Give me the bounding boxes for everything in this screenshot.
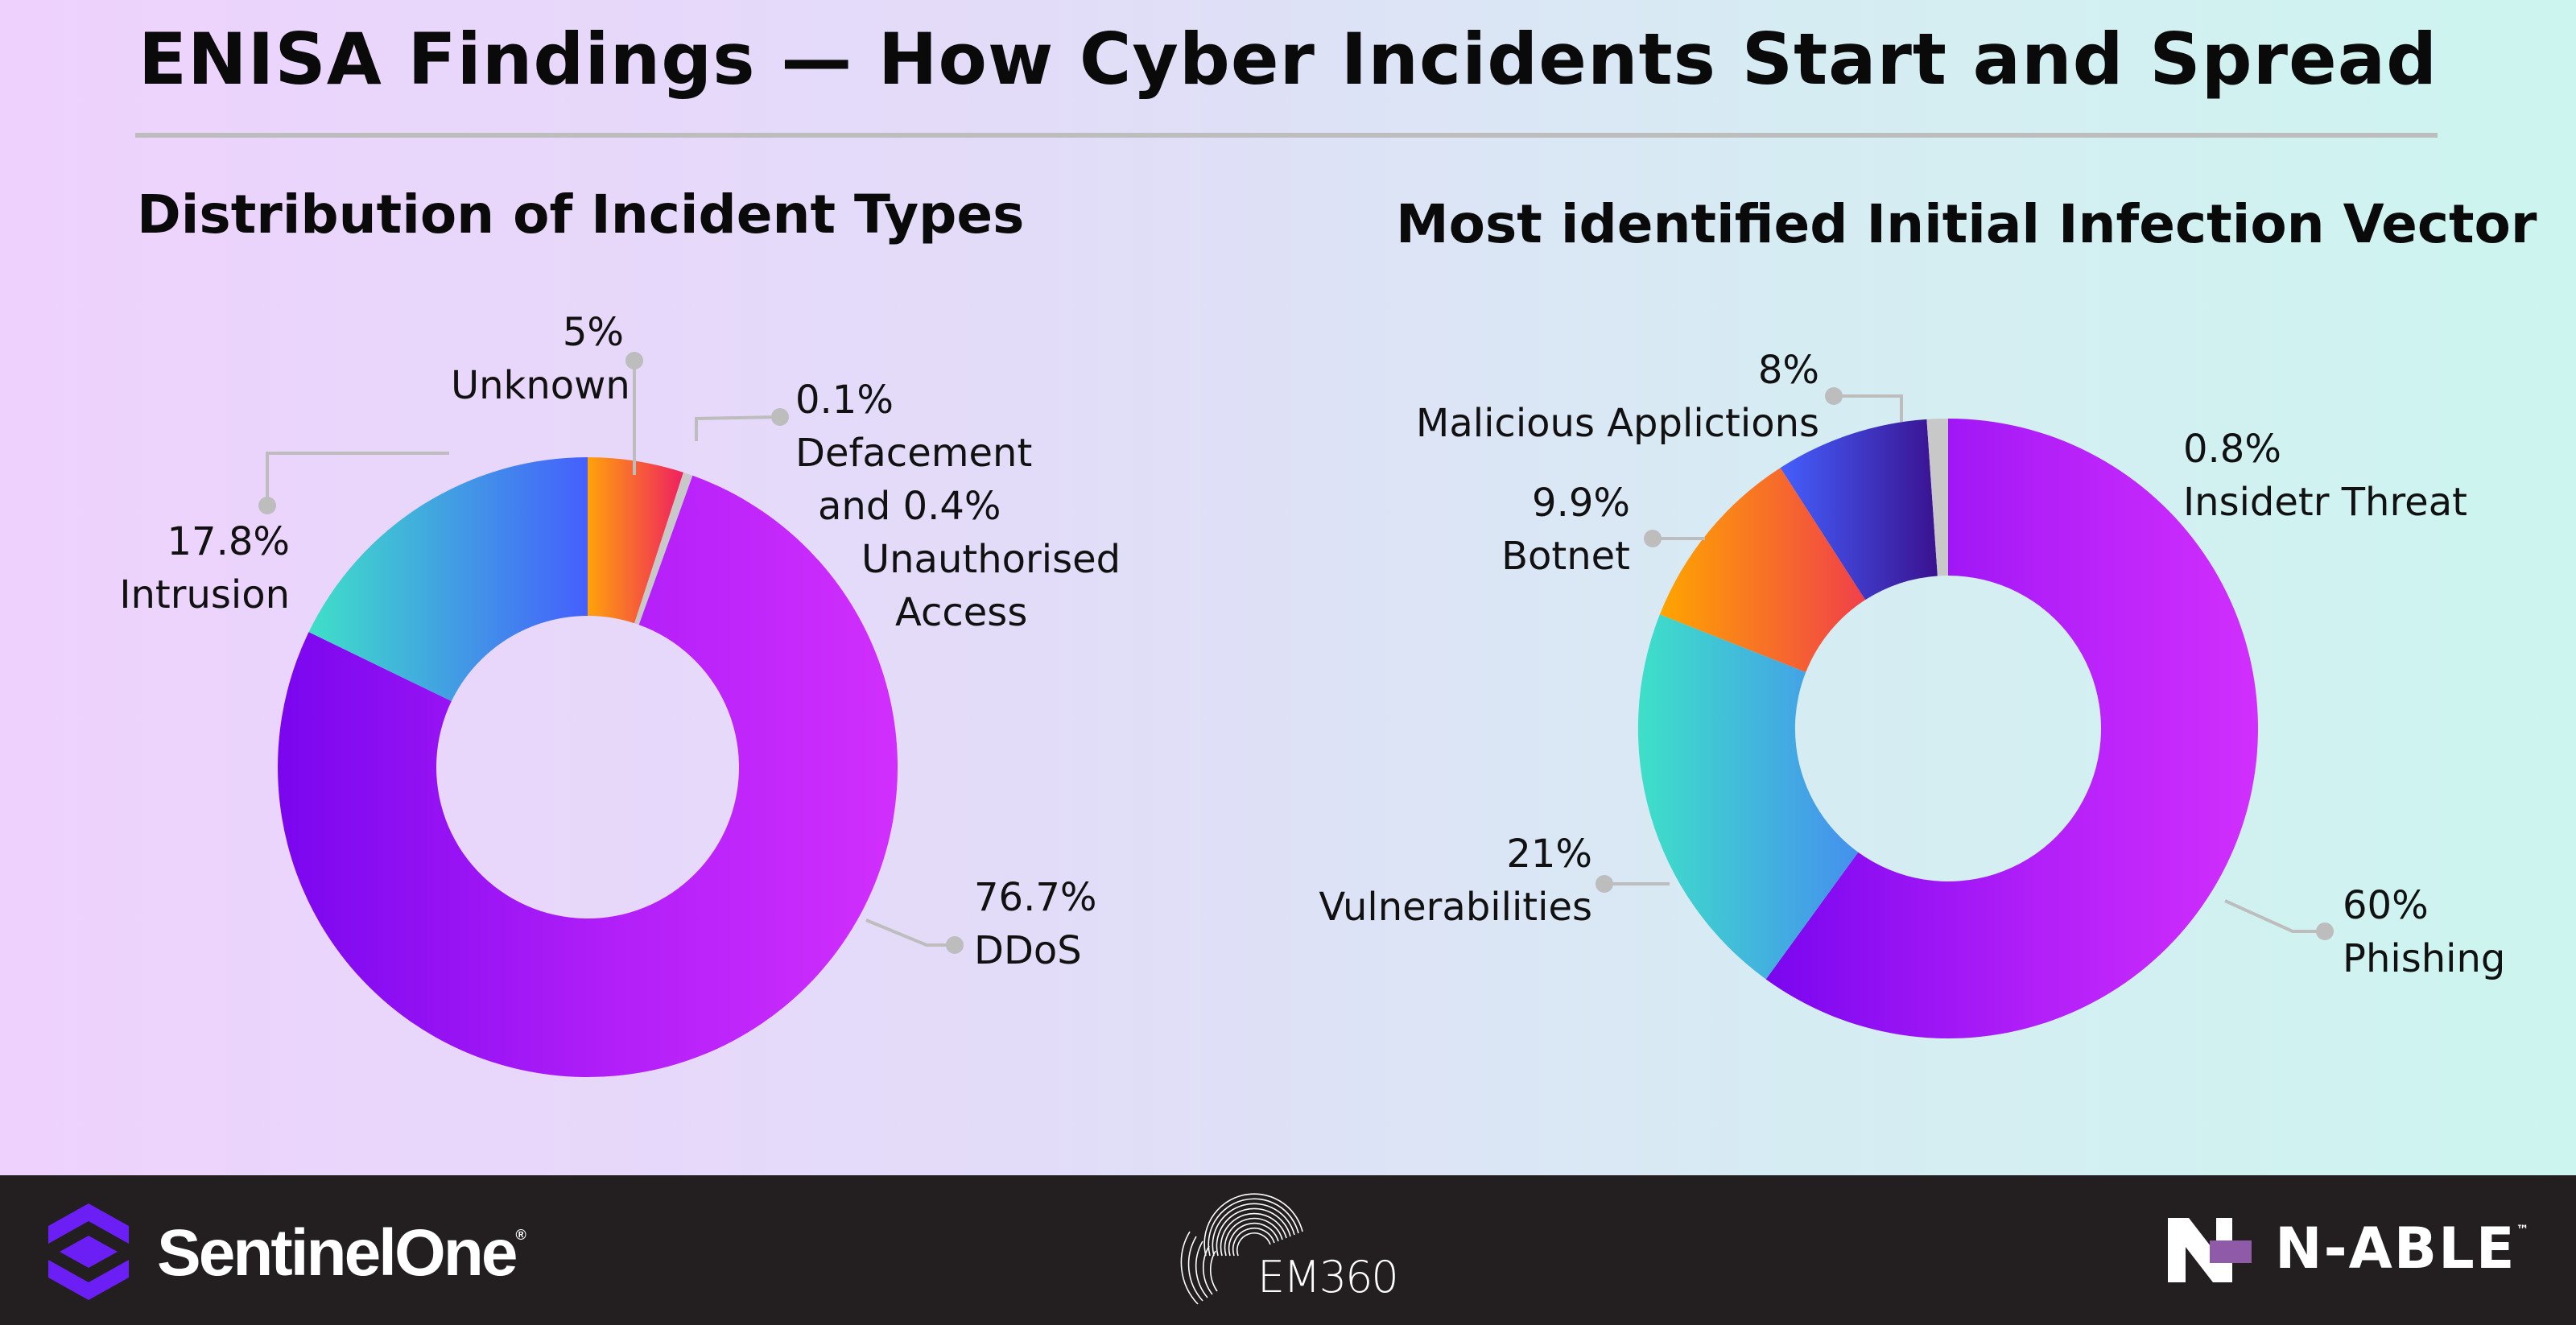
label-phishing-pct: 60% — [2343, 883, 2429, 928]
label-vuln-name: Vulnerabilities — [1319, 885, 1592, 930]
segment-unknown — [588, 457, 683, 624]
label-insider-threat: 0.8% Insidetr Threat — [2183, 423, 2521, 529]
segment-malicious-applications — [1780, 419, 1938, 601]
donut-charts — [258, 352, 2334, 1078]
nable-logo-icon — [2168, 1218, 2252, 1282]
label-unknown-pct: 5% — [562, 310, 624, 355]
infection-vector-donut — [1637, 419, 2258, 1039]
label-botnet-name: Botnet — [1501, 534, 1630, 579]
label-unknown: 5% Unknown — [451, 306, 630, 412]
segment-phishing — [1765, 419, 2258, 1039]
label-insider-pct: 0.8% — [2183, 427, 2281, 472]
label-ddos-pct: 76.7% — [974, 875, 1097, 920]
registered-mark: ® — [515, 1227, 526, 1243]
label-unknown-name: Unknown — [451, 363, 630, 408]
label-botnet: 9.9% Botnet — [1465, 477, 1630, 583]
em360-wordmark: EM360 — [1257, 1252, 1399, 1302]
sentinelone-logo: SentinelOne® — [157, 1216, 526, 1291]
segment-insider-threat — [1926, 419, 1948, 576]
left-leader-lines — [266, 415, 955, 947]
label-defacement-line3: Unauthorised — [861, 537, 1121, 582]
right-leader-dots — [1596, 387, 2334, 940]
label-phishing: 60% Phishing — [2343, 879, 2552, 985]
label-intrusion-pct: 17.8% — [167, 519, 290, 564]
label-phishing-name: Phishing — [2343, 936, 2506, 981]
nable-logo: N-ABLE™ — [2275, 1216, 2531, 1282]
label-ddos: 76.7% DDoS — [974, 871, 1135, 977]
left-leader-dots — [258, 352, 964, 954]
label-vuln-pct: 21% — [1506, 832, 1592, 877]
label-defacement-line2: and 0.4% — [818, 484, 1001, 529]
segment-vulnerabilities — [1637, 614, 1859, 980]
footer-bar — [0, 1175, 2576, 1325]
right-chart-title: Most identified Initial Infection Vector — [1396, 193, 2537, 255]
label-intrusion-name: Intrusion — [119, 572, 290, 617]
em360-logo-icon — [1180, 1193, 1303, 1305]
label-defacement: 0.1% Defacement and 0.4% Unauthorised Ac… — [795, 374, 1150, 639]
page-title: ENISA Findings — How Cyber Incidents Sta… — [138, 18, 2438, 101]
title-divider — [135, 133, 2438, 138]
label-intrusion: 17.8% Intrusion — [80, 515, 290, 621]
label-vulnerabilities: 21% Vulnerabilities — [1288, 828, 1592, 934]
left-chart-title: Distribution of Incident Types — [137, 184, 1025, 246]
trademark-mark: ™ — [2516, 1222, 2531, 1237]
sentinelone-logo-icon — [48, 1203, 129, 1300]
label-defacement-line1: Defacement — [795, 431, 1033, 476]
label-botnet-pct: 9.9% — [1532, 481, 1630, 526]
label-malicious-applications: 8% Malicious Applictions — [1368, 344, 1819, 450]
label-defacement-pct: 0.1% — [795, 378, 894, 423]
segment-botnet — [1659, 468, 1866, 673]
label-malapp-pct: 8% — [1757, 348, 1819, 393]
segment-ddos — [278, 475, 898, 1078]
label-defacement-line4: Access — [895, 590, 1028, 635]
label-insider-name: Insidetr Threat — [2183, 480, 2467, 525]
label-malapp-name: Malicious Applictions — [1415, 401, 1819, 446]
incident-types-donut — [278, 457, 898, 1078]
segment-intrusion — [308, 457, 588, 702]
nable-wordmark: N-ABLE — [2275, 1216, 2516, 1282]
sentinelone-wordmark: SentinelOne — [157, 1216, 518, 1290]
label-ddos-name: DDoS — [974, 928, 1082, 973]
segment-defacement-unauthorised — [634, 472, 693, 625]
